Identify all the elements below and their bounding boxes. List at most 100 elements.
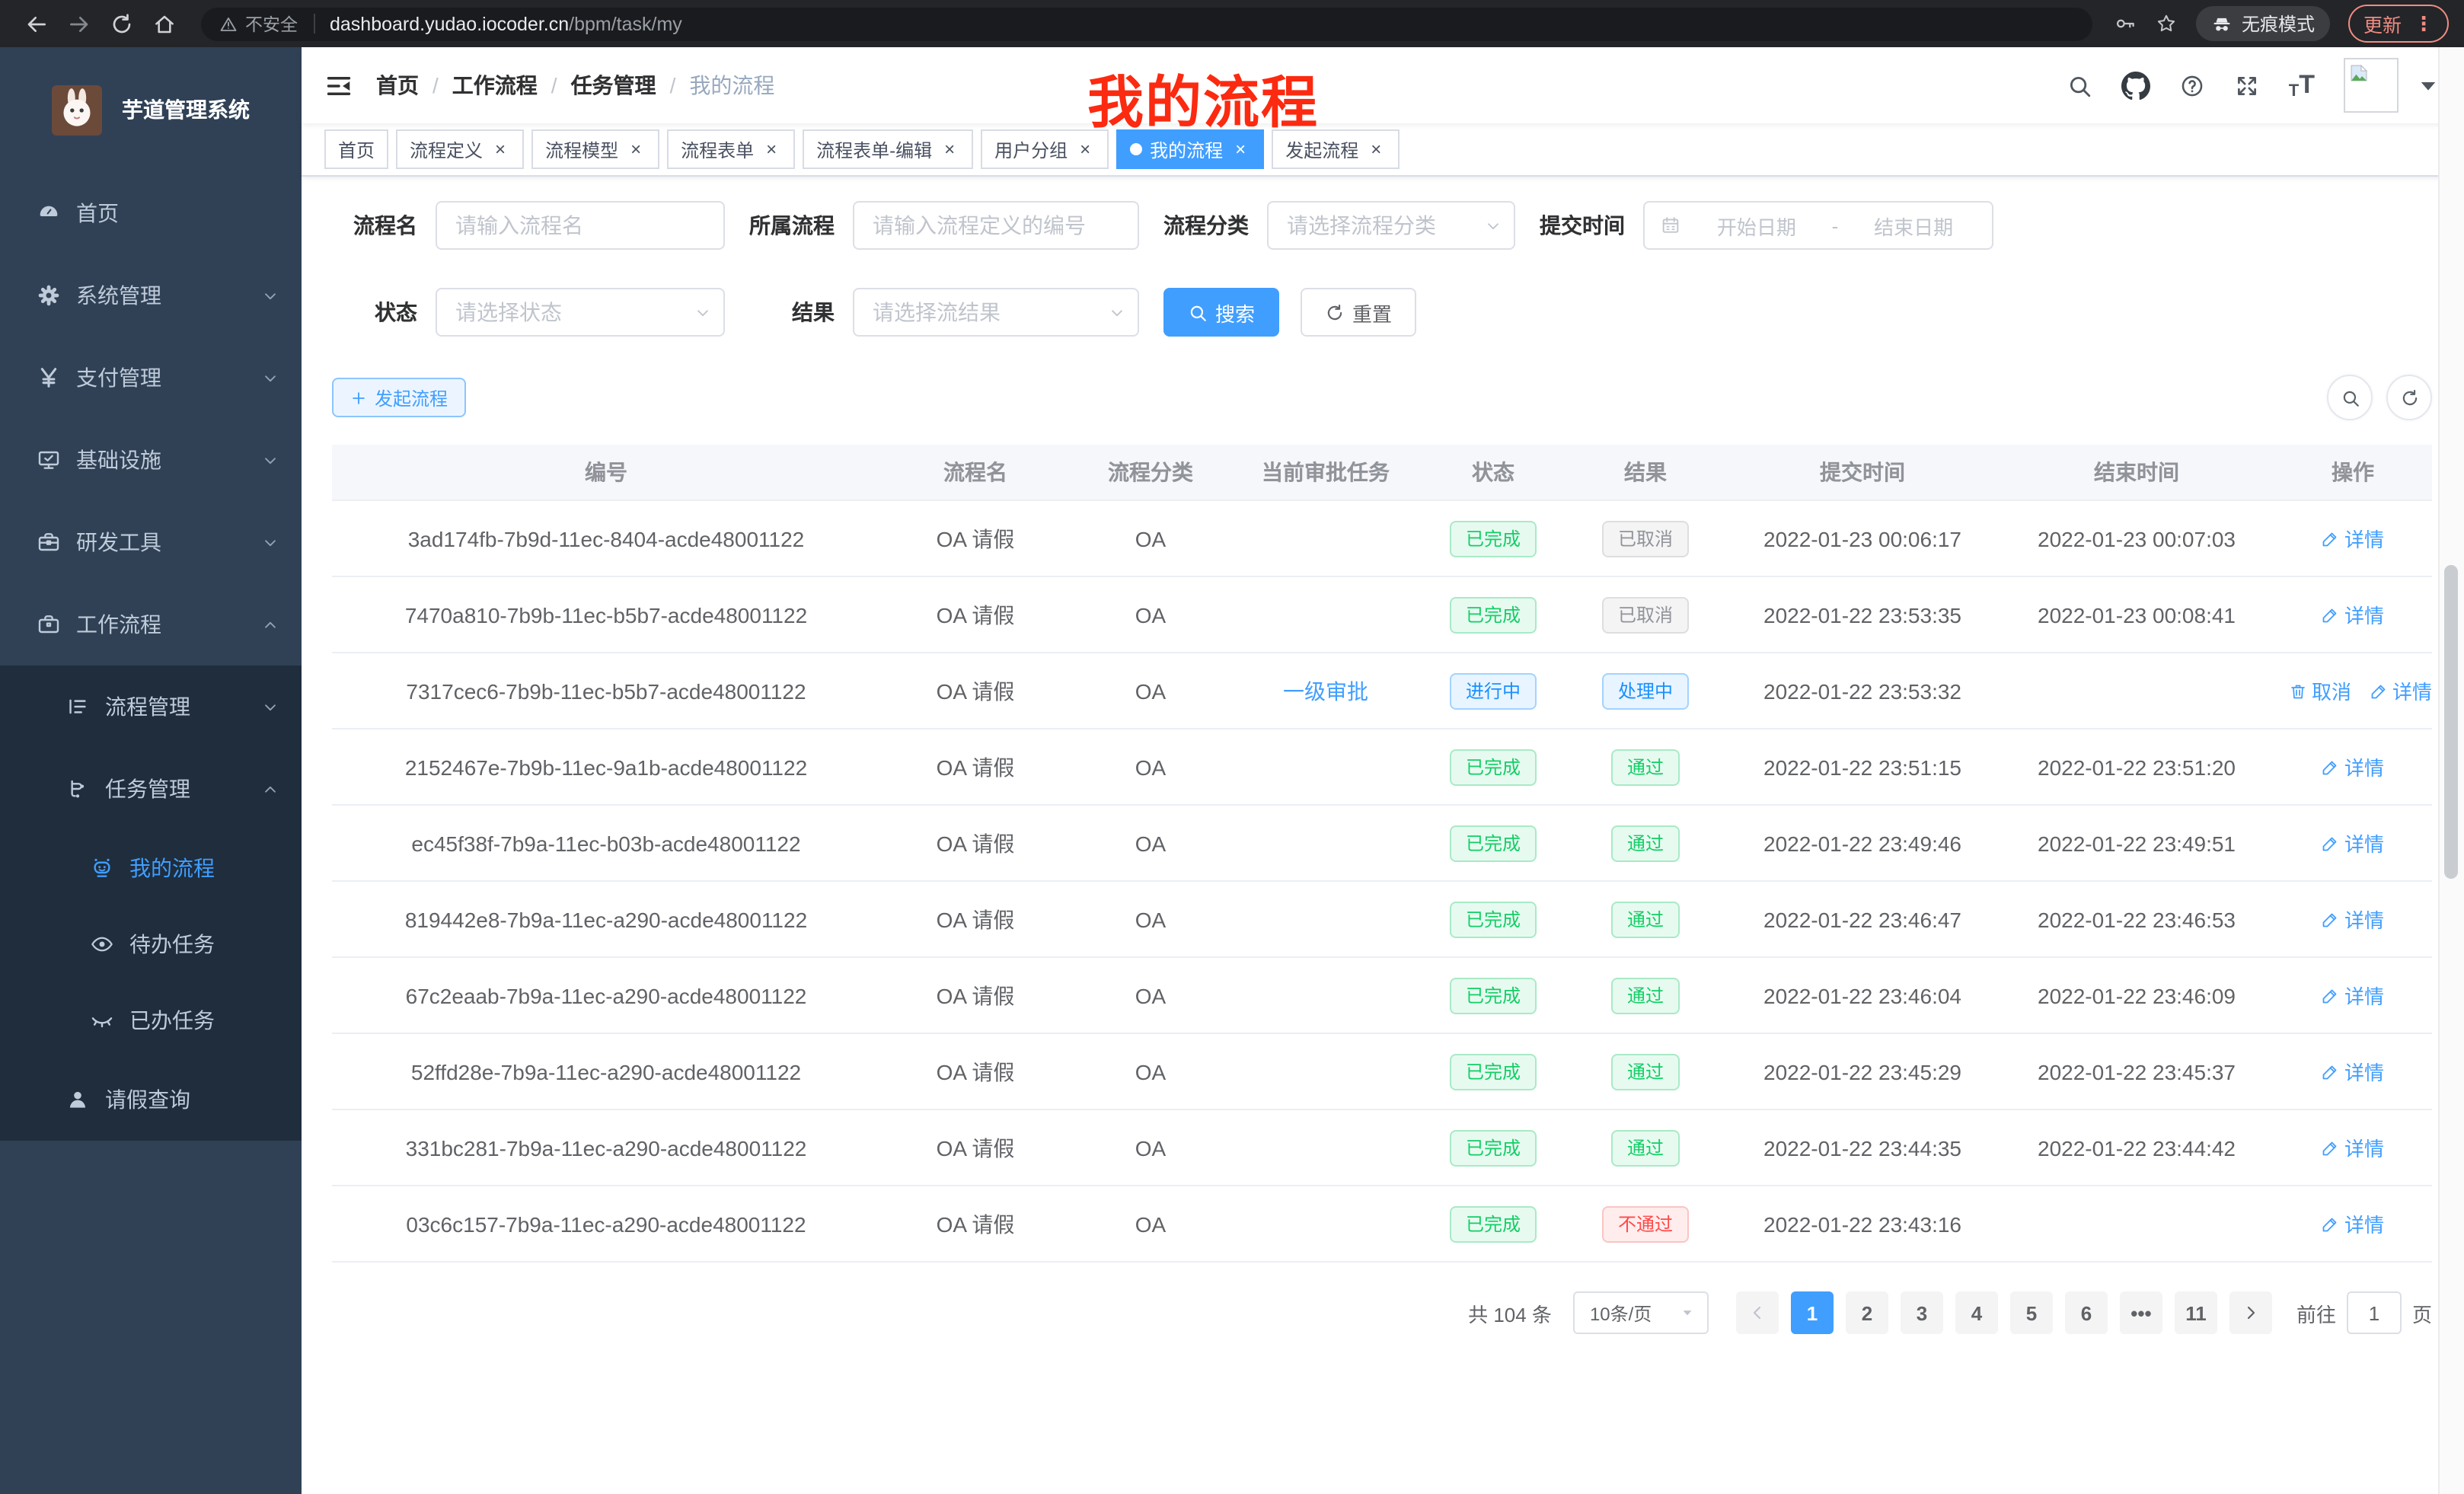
breadcrumb-item[interactable]: 首页: [376, 73, 419, 97]
detail-action-link[interactable]: 详情: [2322, 1057, 2384, 1086]
security-indicator[interactable]: 不安全: [219, 11, 298, 36]
reset-button[interactable]: 重置: [1301, 288, 1417, 337]
filter-select-状态[interactable]: [436, 288, 725, 337]
detail-action-link[interactable]: 详情: [2322, 524, 2384, 553]
cell-actions: 详情: [2274, 805, 2432, 882]
tab-流程模型[interactable]: 流程模型 ×: [531, 129, 660, 169]
tab-流程定义[interactable]: 流程定义 ×: [396, 129, 525, 169]
filter-select-流程分类[interactable]: [1267, 201, 1515, 250]
filter-input-所属流程[interactable]: [853, 201, 1139, 250]
tab-流程表单[interactable]: 流程表单 ×: [667, 129, 796, 169]
detail-action-link[interactable]: 详情: [2322, 981, 2384, 1010]
active-tab-dot: [1130, 143, 1143, 155]
sidebar-item-pay[interactable]: 支付管理: [0, 337, 302, 419]
sidebar-item-system[interactable]: 系统管理: [0, 254, 302, 337]
page-button-3[interactable]: 3: [1900, 1291, 1943, 1334]
detail-action-link[interactable]: 详情: [2322, 752, 2384, 781]
select-input[interactable]: [1267, 201, 1515, 250]
user-avatar[interactable]: [2344, 58, 2399, 113]
detail-action-link[interactable]: 详情: [2322, 1209, 2384, 1238]
page-button-4[interactable]: 4: [1955, 1291, 1998, 1334]
status-tag: 已完成: [1450, 901, 1536, 937]
browser-back-icon[interactable]: [15, 2, 58, 45]
tab-首页[interactable]: 首页: [324, 129, 389, 169]
sidebar-item-devtool[interactable]: 研发工具: [0, 501, 302, 583]
tab-close-icon[interactable]: ×: [495, 138, 506, 159]
sidebar-item-infra[interactable]: 基础设施: [0, 419, 302, 501]
github-icon[interactable]: [2121, 71, 2150, 100]
help-icon[interactable]: [2179, 72, 2205, 98]
cell-category: OA: [1071, 1033, 1230, 1110]
sidebar-item-home[interactable]: 首页: [0, 172, 302, 254]
cell-task: [1230, 881, 1421, 958]
cell-end-time: 2022-01-22 23:45:37: [2000, 1033, 2274, 1110]
detail-action-link[interactable]: 详情: [2322, 1133, 2384, 1162]
bookmark-star-icon[interactable]: [2155, 12, 2178, 35]
select-input[interactable]: [853, 288, 1139, 337]
task-link[interactable]: 一级审批: [1283, 678, 1368, 703]
sidebar-item-done-task[interactable]: 已办任务: [0, 982, 302, 1058]
cancel-action-link[interactable]: 取消: [2289, 676, 2351, 705]
sidebar-item-leave-query[interactable]: 请假查询: [0, 1058, 302, 1141]
browser-reload-icon[interactable]: [101, 2, 143, 45]
page-scrollbar[interactable]: [2438, 47, 2464, 1494]
edit-icon: [2322, 834, 2340, 852]
sidebar-item-my-process[interactable]: 我的流程: [0, 830, 302, 906]
tab-close-icon[interactable]: ×: [630, 138, 642, 159]
table-refresh-button[interactable]: [2386, 375, 2432, 420]
select-input[interactable]: [436, 288, 725, 337]
browser-menu-icon[interactable]: ⋮: [2414, 11, 2434, 34]
page-button-6[interactable]: 6: [2064, 1291, 2108, 1334]
sidebar-logo[interactable]: 芋道管理系统: [0, 47, 302, 172]
tab-close-icon[interactable]: ×: [766, 138, 777, 159]
url-text: dashboard.yudao.iocoder.cn/bpm/task/my: [330, 13, 682, 34]
browser-update-button[interactable]: 更新 ⋮: [2348, 5, 2449, 43]
filter-select-结果[interactable]: [853, 288, 1139, 337]
tab-close-icon[interactable]: ×: [1235, 138, 1246, 159]
sidebar-item-workflow[interactable]: 工作流程: [0, 583, 302, 666]
sidebar-item-process-manage[interactable]: 流程管理: [0, 666, 302, 748]
detail-action-link[interactable]: 详情: [2370, 676, 2432, 705]
sidebar-item-task-manage[interactable]: 任务管理: [0, 748, 302, 830]
address-bar[interactable]: 不安全 dashboard.yudao.iocoder.cn/bpm/task/…: [201, 7, 2092, 40]
scrollbar-thumb[interactable]: [2444, 565, 2458, 879]
password-manager-icon[interactable]: [2114, 12, 2137, 35]
breadcrumb-item[interactable]: 任务管理: [570, 73, 656, 97]
browser-forward-icon[interactable]: [58, 2, 101, 45]
breadcrumb-item[interactable]: 工作流程: [452, 73, 538, 97]
goto-page-input[interactable]: 1: [2346, 1291, 2402, 1334]
sidebar-fold-icon[interactable]: [324, 71, 353, 100]
avatar-caret-icon[interactable]: [2415, 72, 2441, 98]
tab-我的流程[interactable]: 我的流程 ×: [1116, 129, 1265, 169]
browser-home-icon[interactable]: [143, 2, 186, 45]
tab-close-icon[interactable]: ×: [944, 138, 956, 159]
page-size-select[interactable]: 10条/页: [1572, 1291, 1709, 1334]
action-label: 详情: [2344, 605, 2384, 627]
page-button-5[interactable]: 5: [2009, 1291, 2053, 1334]
page-button-1[interactable]: 1: [1790, 1291, 1834, 1334]
prev-page-button[interactable]: [1735, 1291, 1779, 1334]
tab-发起流程[interactable]: 发起流程 ×: [1272, 129, 1400, 169]
tab-流程表单-编辑[interactable]: 流程表单-编辑 ×: [803, 129, 974, 169]
page-button-11[interactable]: 11: [2174, 1291, 2217, 1334]
page-ellipsis[interactable]: •••: [2119, 1291, 2162, 1334]
filter-daterange[interactable]: 开始日期 - 结束日期: [1643, 201, 1993, 250]
start-process-button[interactable]: 发起流程: [332, 378, 467, 417]
fullscreen-icon[interactable]: [2234, 72, 2260, 98]
tab-close-icon[interactable]: ×: [1080, 138, 1091, 159]
detail-action-link[interactable]: 详情: [2322, 828, 2384, 857]
search-icon[interactable]: [2067, 72, 2092, 98]
next-page-button[interactable]: [2229, 1291, 2272, 1334]
table-search-toggle-button[interactable]: [2327, 375, 2373, 420]
tab-用户分组[interactable]: 用户分组 ×: [981, 129, 1109, 169]
search-button[interactable]: 搜索: [1163, 288, 1280, 337]
filter-input-流程名[interactable]: [436, 201, 725, 250]
tab-close-icon[interactable]: ×: [1371, 138, 1382, 159]
detail-action-link[interactable]: 详情: [2322, 905, 2384, 934]
cell-task: 一级审批: [1230, 653, 1421, 729]
page-button-2[interactable]: 2: [1845, 1291, 1888, 1334]
user-icon: [65, 1087, 90, 1112]
sidebar-item-todo-task[interactable]: 待办任务: [0, 906, 302, 982]
detail-action-link[interactable]: 详情: [2322, 600, 2384, 629]
